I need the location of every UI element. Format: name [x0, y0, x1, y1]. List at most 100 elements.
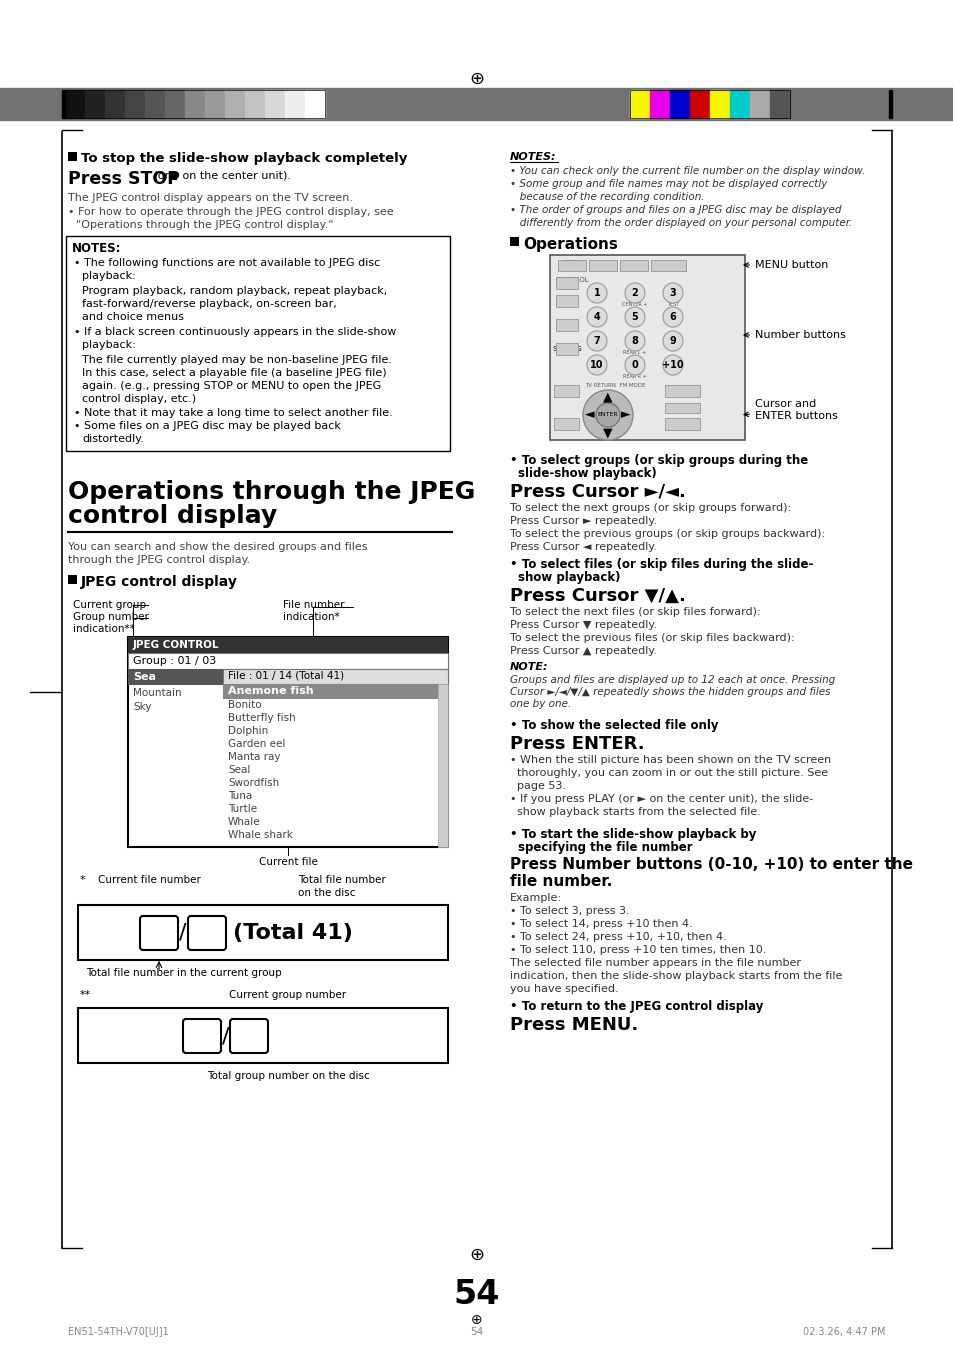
Text: AUDIO
TV/VCR: AUDIO TV/VCR	[671, 385, 691, 396]
FancyBboxPatch shape	[140, 917, 178, 950]
Text: EN51-54TH-V70[UJ]1: EN51-54TH-V70[UJ]1	[68, 1328, 169, 1337]
Bar	[305, 91, 325, 118]
Text: Number buttons: Number buttons	[743, 330, 845, 339]
Bar	[0, 88, 953, 120]
Text: ▼: ▼	[602, 426, 612, 439]
Text: • To select 110, press +10 ten times, then 10.: • To select 110, press +10 ten times, th…	[510, 945, 765, 955]
Text: ►: ►	[620, 408, 630, 422]
Text: You can search and show the desired groups and files: You can search and show the desired grou…	[68, 542, 367, 552]
Text: • To select files (or skip files during the slide-: • To select files (or skip files during …	[510, 558, 813, 571]
Text: • If a black screen continuously appears in the slide-show: • If a black screen continuously appears…	[74, 327, 395, 337]
Text: Press Number buttons (0-10, +10) to enter the: Press Number buttons (0-10, +10) to ente…	[510, 857, 912, 872]
Text: The selected file number appears in the file number: The selected file number appears in the …	[510, 959, 801, 968]
Circle shape	[586, 283, 606, 303]
Text: • When the still picture has been shown on the TV screen: • When the still picture has been shown …	[510, 754, 830, 765]
Circle shape	[586, 331, 606, 352]
Text: To select the previous files (or skip files backward):: To select the previous files (or skip fi…	[510, 633, 794, 644]
Text: Press Cursor ► repeatedly.: Press Cursor ► repeatedly.	[510, 516, 657, 526]
Text: ⊕: ⊕	[471, 1313, 482, 1328]
Text: Cursor ►/◄/▼/▲ repeatedly shows the hidden groups and files: Cursor ►/◄/▼/▲ repeatedly shows the hidd…	[510, 687, 830, 698]
Bar	[664, 403, 700, 412]
Text: • To return to the JPEG control display: • To return to the JPEG control display	[510, 1000, 762, 1013]
Text: VCH: VCH	[559, 280, 574, 287]
Text: Sea: Sea	[132, 672, 156, 681]
Text: Group number: Group number	[73, 612, 149, 622]
Circle shape	[586, 356, 606, 375]
Text: 5: 5	[631, 312, 638, 322]
Text: Operations through the JPEG: Operations through the JPEG	[68, 480, 475, 504]
Circle shape	[662, 307, 682, 327]
Text: • Some files on a JPEG disc may be played back: • Some files on a JPEG disc may be playe…	[74, 420, 340, 431]
Bar	[649, 91, 669, 118]
Text: differently from the order displayed on your personal computer.: differently from the order displayed on …	[510, 218, 851, 228]
Text: on the center unit).: on the center unit).	[179, 170, 291, 181]
Text: ON
SCREEN: ON SCREEN	[555, 385, 577, 396]
Text: Press Cursor ▼/▲.: Press Cursor ▼/▲.	[510, 587, 685, 604]
Text: • To select 24, press +10, +10, then 4.: • To select 24, press +10, +10, then 4.	[510, 932, 726, 942]
Text: because of the recording condition.: because of the recording condition.	[510, 192, 704, 201]
Text: • You can check only the current file number on the display window.: • You can check only the current file nu…	[510, 166, 864, 176]
Text: Whale: Whale	[228, 817, 260, 827]
Bar	[145, 91, 165, 118]
Bar	[729, 91, 749, 118]
Text: • For how to operate through the JPEG control display, see: • For how to operate through the JPEG co…	[68, 207, 394, 218]
Text: ENTER: ENTER	[598, 412, 618, 418]
Circle shape	[662, 356, 682, 375]
Text: Swordfish: Swordfish	[228, 777, 279, 788]
Text: 1: 1	[593, 288, 599, 297]
Text: 10: 10	[590, 360, 603, 370]
Bar	[664, 385, 700, 397]
Text: Current group: Current group	[73, 600, 146, 610]
Text: CONTROL: CONTROL	[556, 277, 589, 283]
Text: • To select groups (or skip groups during the: • To select groups (or skip groups durin…	[510, 454, 807, 466]
Text: Press Cursor ◄ repeatedly.: Press Cursor ◄ repeatedly.	[510, 542, 657, 552]
Text: ◄: ◄	[584, 408, 594, 422]
Text: NOTES:: NOTES:	[510, 151, 556, 162]
Bar	[169, 172, 177, 180]
Text: • To show the selected file only: • To show the selected file only	[510, 719, 718, 731]
Bar	[629, 91, 649, 118]
Text: 02.3.26, 4:47 PM: 02.3.26, 4:47 PM	[802, 1328, 885, 1337]
Text: JPEG CONTROL: JPEG CONTROL	[132, 639, 219, 650]
Text: Program playback, random playback, repeat playback,: Program playback, random playback, repea…	[82, 287, 387, 296]
Text: 54: 54	[454, 1279, 499, 1311]
Bar	[78, 904, 448, 960]
Text: +10: +10	[661, 360, 683, 370]
Bar	[556, 295, 578, 307]
Text: you have specified.: you have specified.	[510, 984, 618, 994]
Bar	[225, 91, 245, 118]
Text: /: /	[222, 1026, 230, 1046]
Text: indication*: indication*	[283, 612, 339, 622]
Text: Current file number: Current file number	[98, 875, 201, 886]
Text: Total file number: Total file number	[297, 875, 385, 886]
Text: The file currently played may be non-baseline JPEG file.: The file currently played may be non-bas…	[82, 356, 392, 365]
Text: To stop the slide-show playback completely: To stop the slide-show playback complete…	[81, 151, 407, 165]
Bar	[68, 151, 77, 161]
Bar	[510, 237, 518, 246]
Text: through the JPEG control display.: through the JPEG control display.	[68, 556, 250, 565]
Text: To select the previous groups (or skip groups backward):: To select the previous groups (or skip g…	[510, 529, 824, 539]
Text: MENU: MENU	[593, 262, 612, 268]
Bar	[62, 91, 65, 118]
Bar	[65, 91, 85, 118]
Text: Example:: Example:	[510, 894, 561, 903]
Text: TEST: TEST	[666, 303, 679, 307]
Text: Turtle: Turtle	[228, 804, 257, 814]
Text: Press STOP: Press STOP	[68, 170, 180, 188]
Bar	[223, 684, 448, 699]
Text: Dolphin: Dolphin	[228, 726, 268, 735]
Text: • To select 3, press 3.: • To select 3, press 3.	[510, 906, 629, 917]
Bar	[223, 669, 448, 684]
Bar	[245, 91, 265, 118]
Bar	[285, 91, 305, 118]
Text: 2: 2	[631, 288, 638, 297]
FancyBboxPatch shape	[188, 917, 226, 950]
Text: • The following functions are not available to JPEG disc: • The following functions are not availa…	[74, 258, 380, 268]
Text: SETTING: SETTING	[552, 346, 581, 352]
Bar	[664, 418, 700, 430]
Text: page 53.: page 53.	[510, 781, 565, 791]
Text: indication, then the slide-show playback starts from the file: indication, then the slide-show playback…	[510, 971, 841, 982]
Text: playback:: playback:	[82, 339, 135, 350]
Text: fast-forward/reverse playback, on-screen bar,: fast-forward/reverse playback, on-screen…	[82, 299, 336, 310]
Text: control display, etc.): control display, etc.)	[82, 393, 196, 404]
